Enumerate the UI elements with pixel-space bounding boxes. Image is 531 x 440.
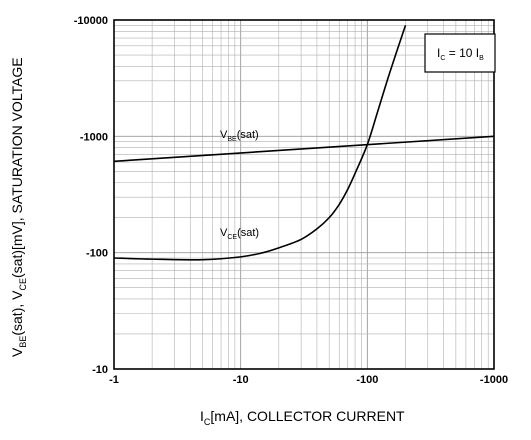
- svg-text:IC = 10 IB: IC = 10 IB: [437, 46, 484, 62]
- y-tick-label: -10000: [74, 15, 108, 27]
- curves: [113, 25, 495, 261]
- vbe-sat-curve: [113, 135, 495, 163]
- y-tick-label: -10: [92, 364, 108, 376]
- vce-sat-curve: [113, 25, 407, 261]
- x-tick-label: -100: [356, 374, 378, 386]
- x-axis-title: IC[mA], COLLECTOR CURRENT: [200, 408, 405, 427]
- x-tick-label: -10: [233, 374, 249, 386]
- y-tick-label: -100: [86, 248, 108, 260]
- x-tick-label: -1: [109, 374, 119, 386]
- y-tick-label: -1000: [80, 131, 108, 143]
- plot-frame: [113, 19, 495, 370]
- condition-box: IC = 10 IB: [424, 33, 496, 73]
- vbe-sat-label: VBE(sat): [220, 129, 259, 143]
- y-axis-title: VBE(sat), VCE(sat)[mV], SATURATION VOLTA…: [9, 57, 28, 357]
- x-tick-label: -1000: [480, 374, 508, 386]
- vce-sat-label: VCE(sat): [220, 227, 259, 241]
- tick-labels: -1 -10 -100 -1000-10-100-1000-10000: [74, 15, 508, 386]
